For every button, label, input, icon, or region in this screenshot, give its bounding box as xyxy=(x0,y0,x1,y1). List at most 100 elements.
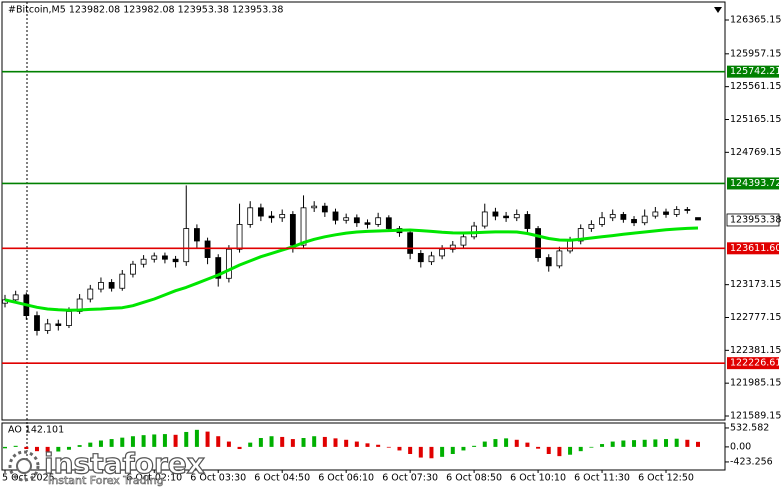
ao-bar xyxy=(482,441,487,447)
moving-average xyxy=(4,226,699,312)
ao-bar xyxy=(162,434,167,447)
ao-bar xyxy=(88,442,93,447)
ao-label: AO 142.101 xyxy=(8,425,64,436)
ao-bar xyxy=(397,446,402,451)
ao-bar xyxy=(429,446,434,459)
ao-bar xyxy=(98,440,103,447)
candle-body xyxy=(140,258,147,265)
x-tick-label: 5 Oct 2025 xyxy=(2,473,55,484)
candle-body xyxy=(162,255,168,260)
candle-body xyxy=(460,236,467,246)
candle-body xyxy=(588,223,595,229)
price-label-box xyxy=(726,213,780,227)
ao-bar xyxy=(621,440,626,447)
x-tick-label: 6 Oct 06:10 xyxy=(318,473,374,484)
logo-core xyxy=(16,458,32,474)
ao-bar xyxy=(312,436,317,447)
candle-body xyxy=(524,214,531,229)
ao-tick-label: 0.00 xyxy=(730,441,751,452)
ao-bar xyxy=(493,439,498,447)
candle-body xyxy=(225,248,232,279)
ao-bar xyxy=(34,446,39,452)
candle-body xyxy=(343,217,350,221)
candle-body xyxy=(439,248,446,257)
candle-body xyxy=(215,257,222,279)
ao-bar xyxy=(290,439,295,447)
y-tick-label: 126365.15 xyxy=(730,14,781,25)
scroll-marker xyxy=(714,7,722,13)
y-tick-label: 121589.15 xyxy=(730,411,781,422)
x-tick-label: 6 Oct 10:10 xyxy=(510,473,566,484)
candle-body xyxy=(194,228,200,242)
candle-body xyxy=(695,217,701,221)
watermark-brand: instaforex xyxy=(44,447,205,480)
candle-body xyxy=(236,223,243,250)
ao-bar xyxy=(365,443,370,447)
ao-bar xyxy=(109,439,114,447)
level-label: 122226.61 xyxy=(730,358,781,369)
candle-body xyxy=(257,207,264,217)
ao-bar xyxy=(376,444,381,447)
ao-bar xyxy=(301,438,306,447)
candle-body xyxy=(556,250,563,267)
watermark-tagline: Instant Forex Trading xyxy=(48,474,164,487)
candle-body xyxy=(130,263,136,275)
candle-body xyxy=(567,240,573,252)
y-tick-label: 125165.15 xyxy=(730,114,781,125)
ao-bar xyxy=(226,441,231,447)
x-tick-label: 6 Oct 08:50 xyxy=(446,473,502,484)
ao-bar xyxy=(344,439,349,447)
y-tick-label: 125957.15 xyxy=(730,48,781,59)
candle-body xyxy=(98,282,104,290)
ao-bar xyxy=(610,441,615,447)
ao-bar xyxy=(56,446,61,452)
ao-bar xyxy=(386,446,391,448)
x-tick-label: 6 Oct 02:10 xyxy=(126,473,182,484)
ao-bar xyxy=(536,446,541,449)
level-label-box xyxy=(727,242,779,255)
ao-bar xyxy=(418,446,423,458)
ao-bar xyxy=(269,436,274,447)
candle-body xyxy=(609,214,616,219)
candle-body xyxy=(289,214,296,246)
ao-bar xyxy=(472,445,477,447)
x-tick-label: 6 Oct 07:30 xyxy=(382,473,438,484)
ao-bar xyxy=(685,439,690,447)
ao-bar xyxy=(45,446,50,453)
ao-bar xyxy=(664,439,669,447)
ao-bar xyxy=(24,446,29,450)
ao-bar xyxy=(450,446,455,455)
logo xyxy=(8,450,40,482)
ao-bar xyxy=(354,441,359,447)
candle-body xyxy=(34,315,40,331)
ao-bar xyxy=(600,444,605,447)
ao-bar xyxy=(408,446,413,455)
candle-body xyxy=(492,211,499,217)
candle-body xyxy=(364,222,371,225)
chart-title: #Bitcoin,M5 123982.08 123982.08 123953.3… xyxy=(8,5,283,16)
main-panel xyxy=(1,1,726,421)
ao-bar xyxy=(77,445,82,447)
ao-bar xyxy=(557,446,562,457)
ao-bar xyxy=(280,436,285,447)
current-price-label: 123953.38 xyxy=(730,214,781,225)
level-label: 125742.21 xyxy=(730,66,781,77)
ao-bar xyxy=(248,442,253,447)
candle-body xyxy=(172,258,179,263)
ao-bar xyxy=(194,429,199,447)
candle-body xyxy=(535,228,541,258)
ao-bar xyxy=(632,440,637,447)
candle-body xyxy=(428,255,435,263)
ao-bar xyxy=(696,441,700,447)
y-tick-label: 121985.15 xyxy=(730,378,781,389)
ao-bar xyxy=(3,446,7,449)
level-label-box xyxy=(727,357,779,370)
candle-body xyxy=(353,217,360,224)
candle-body xyxy=(652,211,659,217)
x-tick-label: 6 Oct 04:50 xyxy=(254,473,310,484)
candle-body xyxy=(513,214,520,219)
ao-bar xyxy=(589,446,594,448)
candle-body xyxy=(620,214,627,220)
y-tick-label: 122381.15 xyxy=(730,345,781,356)
candle-body xyxy=(268,215,275,219)
